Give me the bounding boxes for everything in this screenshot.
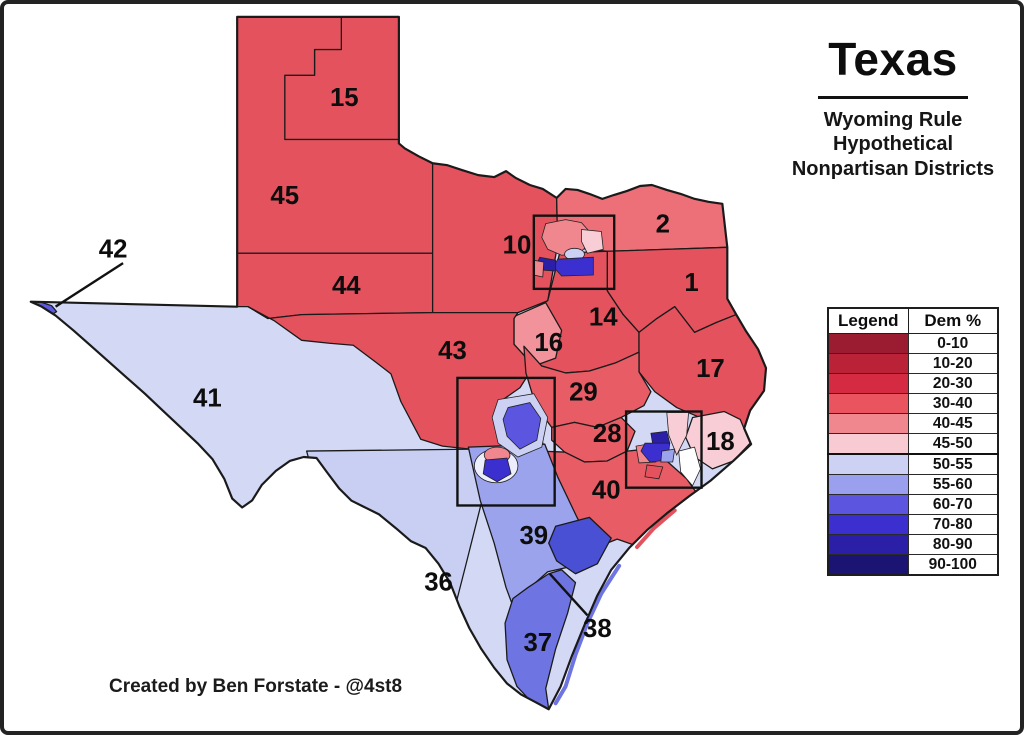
district-label-38: 38 bbox=[583, 615, 612, 643]
district-label-45: 45 bbox=[270, 182, 299, 210]
district-label-42: 42 bbox=[99, 235, 128, 263]
legend-table: Legend Dem % 0-10 10-20 20-30 30-40 40-45 45-… bbox=[827, 307, 999, 576]
legend-range: 55-60 bbox=[907, 474, 999, 495]
legend-swatch bbox=[827, 514, 909, 535]
inset-subdistrict bbox=[644, 464, 664, 480]
district-region-37 bbox=[504, 569, 577, 710]
district-region-38 bbox=[548, 516, 612, 575]
legend-row: 45-50 bbox=[827, 433, 999, 455]
district-label-18: 18 bbox=[706, 428, 735, 456]
legend-row: 30-40 bbox=[827, 393, 999, 414]
inset-box-houston bbox=[624, 410, 703, 489]
inset-subdistrict bbox=[541, 219, 590, 256]
map-title: Texas bbox=[828, 33, 958, 85]
legend-swatch bbox=[827, 453, 909, 475]
inset-subdistrict bbox=[581, 229, 604, 254]
district-region-39 bbox=[467, 443, 596, 626]
legend-swatch bbox=[827, 474, 909, 495]
district-label-1: 1 bbox=[684, 269, 698, 297]
legend-range: 70-80 bbox=[907, 514, 999, 535]
legend-row: 90-100 bbox=[827, 554, 999, 576]
legend-range: 30-40 bbox=[907, 393, 999, 414]
legend-row: 40-45 bbox=[827, 413, 999, 434]
legend-header-row: Legend Dem % bbox=[827, 307, 999, 334]
subtitle-line: Nonpartisan Districts bbox=[791, 157, 995, 180]
legend-header-label: Legend bbox=[827, 307, 909, 334]
district-label-14: 14 bbox=[589, 304, 618, 332]
texas-district-map: 15 45 44 10 2 1 14 16 17 18 43 29 28 40 41 42 36 39 38 37 bbox=[29, 15, 768, 711]
legend-range: 80-90 bbox=[907, 534, 999, 555]
legend-row: 60-70 bbox=[827, 494, 999, 515]
legend-row: 55-60 bbox=[827, 474, 999, 495]
legend-row: 70-80 bbox=[827, 514, 999, 535]
legend-swatch bbox=[827, 433, 909, 455]
map-subtitle: Wyoming Rule Hypothetical Nonpartisan Dist… bbox=[779, 108, 1007, 181]
callout-line-42 bbox=[54, 262, 124, 308]
legend-range: 20-30 bbox=[907, 373, 999, 394]
state-outline bbox=[29, 15, 768, 711]
callout-line-38 bbox=[548, 572, 589, 617]
legend-header-dem: Dem % bbox=[907, 307, 999, 334]
legend-range: 60-70 bbox=[907, 494, 999, 515]
inset-subdistrict bbox=[660, 448, 676, 463]
legend-body: 0-10 10-20 20-30 30-40 40-45 45-50 50-55 55-60 6… bbox=[827, 333, 999, 576]
legend-row: 80-90 bbox=[827, 534, 999, 555]
district-label-15: 15 bbox=[330, 84, 359, 112]
district-label-44: 44 bbox=[332, 272, 361, 300]
legend-range: 40-45 bbox=[907, 413, 999, 434]
title-block: Texas Wyoming Rule Hypothetical Nonpartisa… bbox=[779, 32, 1007, 181]
district-label-16: 16 bbox=[534, 329, 563, 357]
legend-row: 10-20 bbox=[827, 353, 999, 374]
inset-box-austin-san-antonio bbox=[456, 376, 556, 507]
legend-swatch bbox=[827, 373, 909, 394]
legend-row: 0-10 bbox=[827, 333, 999, 354]
legend-range: 50-55 bbox=[907, 453, 999, 475]
district-label-40: 40 bbox=[592, 477, 621, 505]
legend-range: 0-10 bbox=[907, 333, 999, 354]
district-label-36: 36 bbox=[424, 569, 453, 597]
legend-range: 90-100 bbox=[907, 554, 999, 576]
legend-swatch bbox=[827, 413, 909, 434]
inset-subdistrict bbox=[482, 457, 512, 483]
legend-swatch bbox=[827, 393, 909, 414]
subtitle-line: Hypothetical bbox=[832, 133, 954, 156]
legend-swatch bbox=[827, 554, 909, 576]
district-label-29: 29 bbox=[569, 379, 598, 407]
legend-range: 45-50 bbox=[907, 433, 999, 455]
district-label-17: 17 bbox=[696, 355, 725, 383]
legend-swatch bbox=[827, 534, 909, 555]
district-region-10 bbox=[431, 162, 559, 314]
padre-island-strip bbox=[553, 563, 622, 706]
inset-subdistrict bbox=[533, 259, 545, 278]
legend-row: 20-30 bbox=[827, 373, 999, 394]
legend-row: 50-55 bbox=[827, 453, 999, 475]
district-label-37: 37 bbox=[523, 629, 552, 657]
district-label-10: 10 bbox=[503, 231, 532, 259]
inset-subdistrict bbox=[502, 402, 542, 450]
attribution: Created by Ben Forstate - @4st8 bbox=[109, 676, 403, 697]
inset-subdistrict bbox=[553, 256, 594, 277]
district-label-43: 43 bbox=[438, 337, 467, 365]
legend-swatch bbox=[827, 353, 909, 374]
legend-swatch bbox=[827, 494, 909, 515]
inset-subdistrict bbox=[678, 446, 701, 487]
district-label-39: 39 bbox=[519, 522, 548, 550]
district-label-28: 28 bbox=[593, 420, 622, 448]
subtitle-line: Wyoming Rule bbox=[823, 109, 963, 131]
district-label-41: 41 bbox=[193, 385, 222, 413]
legend-range: 10-20 bbox=[907, 353, 999, 374]
title-divider bbox=[818, 96, 968, 99]
legend-swatch bbox=[827, 333, 909, 354]
inset-box-dallas-fort-worth bbox=[532, 214, 616, 291]
district-region-36 bbox=[305, 448, 487, 710]
matagorda-strip bbox=[635, 508, 677, 550]
district-label-2: 2 bbox=[656, 211, 670, 239]
